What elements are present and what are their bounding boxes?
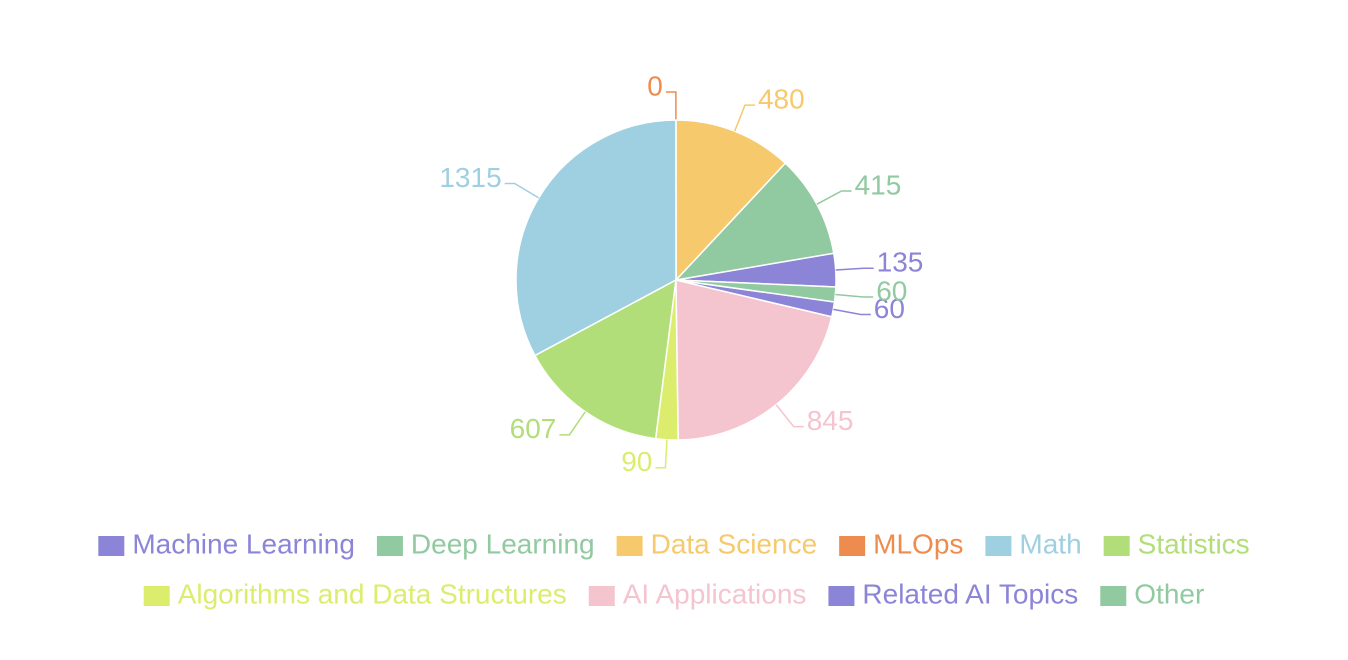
label-line [835, 267, 874, 271]
legend-label: Algorithms and Data Structures [178, 578, 567, 609]
data-label: 135 [877, 247, 924, 278]
label-line [655, 439, 668, 469]
legend-swatch [1100, 586, 1127, 606]
legend-item[interactable]: AI Applications [588, 578, 807, 609]
legend-item[interactable]: Data Science [616, 528, 818, 559]
pie-slice [533, 278, 677, 440]
legend-item[interactable]: Related AI Topics [828, 578, 1078, 609]
legend-item[interactable]: Statistics [1103, 528, 1250, 559]
data-label: 60 [876, 275, 907, 306]
legend-label: Other [1134, 578, 1204, 609]
legend-label: Math [1019, 528, 1081, 559]
data-label: 845 [807, 405, 854, 436]
data-label: 1315 [439, 162, 501, 193]
legend-label: AI Applications [623, 578, 807, 609]
data-label: 607 [510, 413, 557, 444]
legend-swatch [588, 586, 615, 606]
label-line [816, 190, 852, 205]
legend-item[interactable]: Math [985, 528, 1082, 559]
legend-label: Data Science [651, 528, 818, 559]
legend-item[interactable]: Deep Learning [376, 528, 595, 559]
data-label: 90 [621, 446, 652, 477]
label-line [833, 308, 871, 316]
label-line [559, 411, 586, 436]
legend-swatch [616, 536, 643, 556]
legend-label: MLOps [873, 528, 963, 559]
label-line [775, 404, 804, 428]
label-line [504, 182, 540, 199]
data-label: 415 [855, 169, 902, 200]
legend-item[interactable]: Other [1100, 578, 1204, 609]
legend-swatch [143, 586, 170, 606]
legend-item[interactable]: MLOps [839, 528, 963, 559]
legend-swatch [98, 536, 125, 556]
legend-label: Deep Learning [411, 528, 595, 559]
data-label: 480 [758, 84, 805, 115]
label-line [835, 293, 874, 298]
pie-slice [515, 119, 677, 357]
label-line [665, 91, 677, 121]
label-line [734, 104, 755, 132]
legend-swatch [828, 586, 855, 606]
legend-swatch [1103, 536, 1130, 556]
data-label: 0 [647, 70, 663, 101]
pie-slice [675, 279, 833, 441]
legend-label: Statistics [1138, 528, 1250, 559]
legend-label: Related AI Topics [862, 578, 1078, 609]
legend-item[interactable]: Algorithms and Data Structures [143, 578, 567, 609]
legend-item[interactable]: Machine Learning [98, 528, 355, 559]
legend-swatch [376, 536, 403, 556]
legend-label: Machine Learning [132, 528, 355, 559]
data-label: 60 [874, 293, 905, 324]
legend-swatch [839, 536, 866, 556]
legend-swatch [985, 536, 1012, 556]
